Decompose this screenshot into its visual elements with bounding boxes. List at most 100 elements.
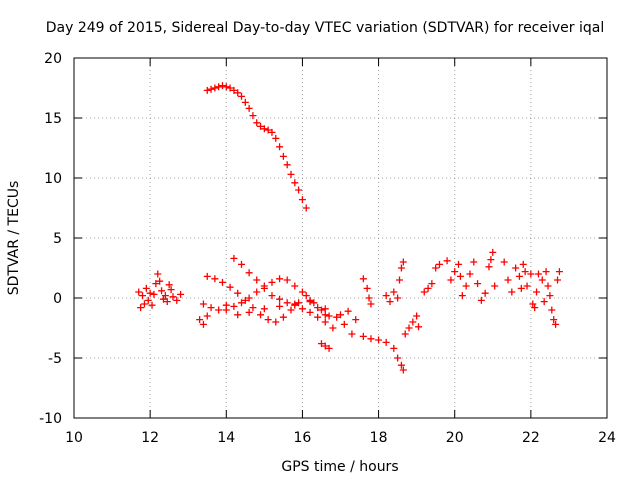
data-point [531,304,539,312]
data-point [298,196,306,204]
data-point [298,305,306,313]
data-point [529,300,537,308]
data-point [158,287,166,295]
data-point [554,276,562,284]
data-point [363,284,371,292]
y-tick-label: 0 [53,291,62,307]
data-point [477,296,485,304]
data-point [268,128,276,136]
data-point [167,286,175,294]
data-point [314,313,322,321]
data-point [424,284,432,292]
data-point [548,306,556,314]
data-point [394,354,402,362]
data-point [152,280,160,288]
data-point [234,311,242,319]
data-point [199,320,207,328]
data-point [298,288,306,296]
data-point [199,300,207,308]
x-tick-labels: 10 12 14 16 18 20 22 24 [65,430,616,446]
y-tick-labels: -10 -5 0 5 10 15 20 [39,51,62,427]
data-point [154,270,162,278]
data-point [321,342,329,350]
data-point [519,260,527,268]
data-point [447,276,455,284]
data-point [142,284,150,292]
data-point [443,257,451,265]
data-point [306,298,314,306]
y-tick-label: -5 [48,351,62,367]
data-point [211,275,219,283]
data-point [146,289,154,297]
data-point [140,300,148,308]
data-point [396,276,404,284]
data-point [291,179,299,187]
data-point [169,293,177,301]
data-point [455,260,463,268]
data-point [500,258,508,266]
data-point [276,143,284,151]
data-point [156,277,164,285]
data-point [508,288,516,296]
data-point [245,308,253,316]
data-point [382,338,390,346]
x-tick-label: 24 [598,430,616,446]
data-point [397,264,405,272]
data-point [287,170,295,178]
data-point [352,316,360,324]
data-point [456,272,464,280]
series-cluster-22h [500,258,563,328]
data-point [466,270,474,278]
data-point [415,323,423,331]
chart-title: Day 249 of 2015, Sidereal Day-to-day VTE… [46,20,604,36]
data-point [512,264,520,272]
data-point [458,292,466,300]
grid [74,58,607,418]
data-point [272,318,280,326]
x-tick-label: 14 [217,430,235,446]
data-point [390,288,398,296]
data-point [382,292,390,300]
data-point [325,344,333,352]
data-point [462,282,470,290]
data-point [523,282,531,290]
data-point [405,324,413,332]
data-point [148,301,156,309]
data-point [542,268,550,276]
data-point [276,302,284,310]
y-tick-label: 15 [44,111,62,127]
data-point [291,282,299,290]
data-point [474,280,482,288]
y-axis-label: SDTVAR / TECUs [6,181,22,296]
data-point [283,276,291,284]
data-point [291,300,299,308]
data-point [241,98,249,106]
data-point [203,86,211,94]
data-point [163,298,171,306]
data-point [226,283,234,291]
series-sat-track-a [230,254,337,332]
series-scattered-18h [359,258,407,308]
data-point [306,308,314,316]
data-point [394,294,402,302]
data-point [390,344,398,352]
data-point [550,316,558,324]
data-point [253,119,261,127]
x-tick-label: 16 [294,430,312,446]
x-tick-label: 20 [446,430,464,446]
y-tick-label: 5 [53,231,62,247]
data-point [428,280,436,288]
data-point [279,313,287,321]
data-point [215,83,223,91]
data-point [245,269,253,277]
data-point [317,340,325,348]
data-points [135,82,563,374]
y-tick-label: 10 [44,171,62,187]
data-point [321,311,329,319]
data-point [264,126,272,134]
data-point [238,260,246,268]
data-point [546,292,554,300]
data-point [399,258,407,266]
data-point [253,276,261,284]
